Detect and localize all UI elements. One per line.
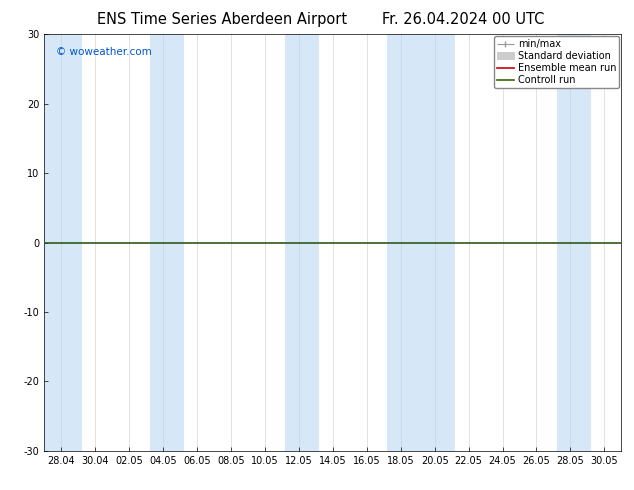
Text: Fr. 26.04.2024 00 UTC: Fr. 26.04.2024 00 UTC [382,12,544,27]
Text: ENS Time Series Aberdeen Airport: ENS Time Series Aberdeen Airport [97,12,347,27]
Text: © woweather.com: © woweather.com [56,47,152,57]
Bar [150,34,183,451]
Bar [285,34,320,451]
Bar [387,34,455,451]
Legend: min/max, Standard deviation, Ensemble mean run, Controll run: min/max, Standard deviation, Ensemble me… [494,36,619,88]
Bar [44,34,82,451]
Bar [557,34,591,451]
